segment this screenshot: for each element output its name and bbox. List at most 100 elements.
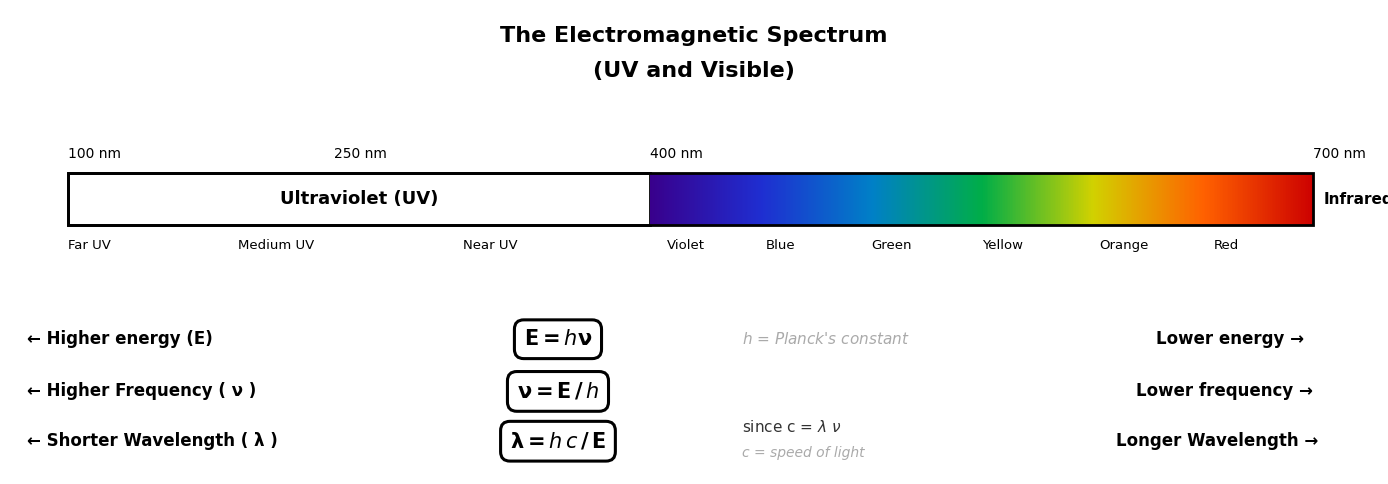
Bar — [654, 173, 657, 226]
Bar — [826, 173, 829, 226]
Bar — [773, 173, 776, 226]
Bar — [980, 173, 983, 226]
Bar — [1266, 173, 1270, 226]
Bar — [1219, 173, 1221, 226]
Bar — [999, 173, 1004, 226]
Bar — [679, 173, 682, 226]
Bar — [823, 173, 826, 226]
Bar — [680, 173, 683, 226]
Bar — [1248, 173, 1252, 226]
Bar — [716, 173, 720, 226]
Bar — [1091, 173, 1094, 226]
Bar — [1126, 173, 1128, 226]
Bar — [848, 173, 851, 226]
Bar — [1116, 173, 1119, 226]
Bar — [1166, 173, 1169, 226]
Bar — [706, 173, 709, 226]
Bar — [965, 173, 969, 226]
Bar — [1072, 173, 1074, 226]
Bar — [776, 173, 779, 226]
Bar — [1065, 173, 1067, 226]
Bar — [844, 173, 847, 226]
Bar — [1141, 173, 1144, 226]
Bar — [1153, 173, 1158, 226]
Bar — [1016, 173, 1019, 226]
Bar — [1202, 173, 1205, 226]
Bar — [1026, 173, 1030, 226]
Text: $\mathbf{E = \mathit{h}\nu}$: $\mathbf{E = \mathit{h}\nu}$ — [523, 329, 593, 349]
Text: Far UV: Far UV — [68, 239, 111, 252]
Bar — [888, 173, 892, 226]
Bar — [755, 173, 758, 226]
Bar — [1299, 173, 1303, 226]
Bar — [1080, 173, 1083, 226]
Bar — [887, 173, 890, 226]
Bar — [874, 173, 877, 226]
Bar — [1273, 173, 1276, 226]
Bar — [1038, 173, 1041, 226]
Text: $\mathbf{\nu = E\,/\,\mathit{h}}$: $\mathbf{\nu = E\,/\,\mathit{h}}$ — [516, 381, 600, 402]
Bar — [1167, 173, 1170, 226]
Bar — [783, 173, 786, 226]
Bar — [922, 173, 924, 226]
Bar — [849, 173, 852, 226]
Bar — [677, 173, 680, 226]
Bar — [1235, 173, 1238, 226]
Bar — [909, 173, 912, 226]
Text: Yellow: Yellow — [983, 239, 1023, 252]
Bar — [698, 173, 701, 226]
Bar — [1010, 173, 1013, 226]
Bar — [768, 173, 772, 226]
Bar — [1212, 173, 1214, 226]
Bar — [956, 173, 960, 226]
Bar — [1252, 173, 1255, 226]
Bar — [877, 173, 880, 226]
Bar — [1280, 173, 1283, 226]
Bar — [723, 173, 726, 226]
Text: Orange: Orange — [1099, 239, 1149, 252]
Bar — [870, 173, 874, 226]
Bar — [974, 173, 979, 226]
Bar — [1289, 173, 1292, 226]
Bar — [894, 173, 897, 226]
Text: Lower frequency →: Lower frequency → — [1135, 382, 1313, 400]
Bar — [809, 173, 812, 226]
Bar — [780, 173, 783, 226]
Bar — [1134, 173, 1137, 226]
Bar — [682, 173, 684, 226]
Bar — [1183, 173, 1185, 226]
Bar — [1081, 173, 1084, 226]
Text: ← Shorter Wavelength ( λ ): ← Shorter Wavelength ( λ ) — [28, 432, 278, 450]
Bar — [747, 173, 750, 226]
Bar — [1055, 173, 1058, 226]
Bar — [995, 173, 998, 226]
Bar — [892, 173, 895, 226]
Bar — [880, 173, 884, 226]
Bar — [684, 173, 687, 226]
Bar — [859, 173, 862, 226]
Bar — [930, 173, 933, 226]
Bar — [1287, 173, 1289, 226]
Bar — [959, 173, 962, 226]
Bar — [725, 173, 729, 226]
Bar — [1302, 173, 1305, 226]
Bar — [960, 173, 963, 226]
Bar — [1165, 173, 1167, 226]
Bar — [1063, 173, 1066, 226]
Bar — [1192, 173, 1195, 226]
Bar — [1303, 173, 1306, 226]
Bar — [1305, 173, 1307, 226]
Bar — [1255, 173, 1258, 226]
Bar — [1174, 173, 1177, 226]
Bar — [1049, 173, 1052, 226]
Bar — [711, 173, 713, 226]
Text: Ultraviolet (UV): Ultraviolet (UV) — [280, 190, 439, 208]
Bar — [1209, 173, 1212, 226]
Bar — [708, 173, 712, 226]
Bar — [934, 173, 937, 226]
Bar — [672, 173, 675, 226]
Bar — [779, 173, 781, 226]
Bar — [762, 173, 765, 226]
Text: Infrared: Infrared — [1324, 192, 1388, 207]
Bar — [1160, 173, 1163, 226]
